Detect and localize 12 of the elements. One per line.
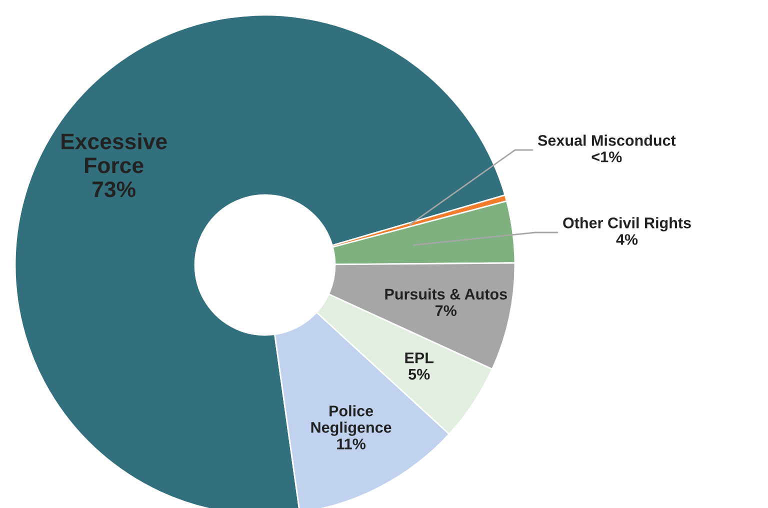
slice-label: EPL [405, 352, 434, 364]
data-label: <1% [592, 152, 622, 162]
data-label: 7% [436, 305, 457, 316]
slice-label: Sexual Misconduct [538, 134, 676, 146]
slice-label: Excessive Force [62, 132, 167, 174]
data-label: 4% [616, 234, 638, 245]
data-label: 5% [408, 368, 430, 380]
data-label: 11% [337, 438, 366, 450]
slice-label: Pursuits & Autos [385, 288, 507, 300]
slice-label: Other Civil Rights [563, 217, 691, 232]
slice-label: Police Negligence [311, 405, 392, 436]
data-label: 73% [92, 181, 136, 198]
